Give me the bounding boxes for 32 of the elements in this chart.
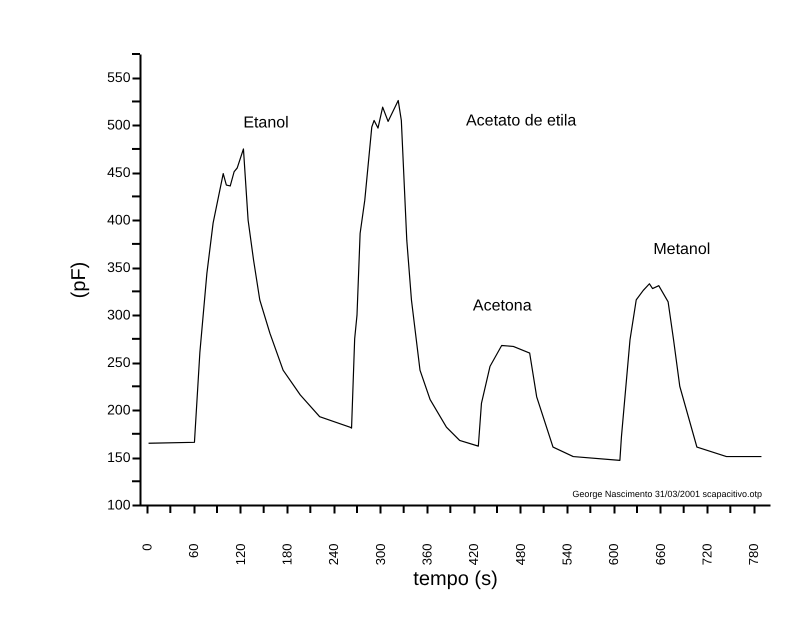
y-tick-label: 100	[107, 496, 131, 512]
x-tick-label: 780	[746, 544, 762, 566]
y-tick-label: 200	[107, 402, 131, 418]
x-tick-label: 120	[232, 544, 248, 566]
y-tick-label: 300	[107, 306, 131, 323]
y-tick-label: 350	[107, 259, 131, 276]
line-series	[148, 100, 762, 461]
x-tick-label: 480	[512, 544, 528, 566]
y-tick-label: 500	[107, 116, 131, 133]
y-tick-label: 250	[107, 354, 131, 370]
annotation: Acetona	[472, 297, 532, 314]
x-tick-label: 600	[606, 544, 622, 566]
x-tick-label: 720	[700, 544, 714, 566]
y-tick-label: 450	[107, 164, 131, 180]
x-tick-label: 180	[280, 544, 294, 566]
y-tick-label: 550	[107, 69, 131, 86]
y-axis-title: (pF)	[68, 262, 90, 298]
x-tick-label: 420	[466, 544, 482, 566]
x-tick-label: 0	[140, 544, 154, 551]
x-tick-label: 240	[326, 544, 342, 566]
x-tick-label: 540	[560, 544, 574, 566]
annotation: Etanol	[243, 114, 289, 132]
annotation: Metanol	[653, 240, 710, 258]
annotation: Acetato de etila	[466, 112, 576, 130]
y-tick-label: 150	[107, 449, 131, 466]
x-tick-label: 300	[372, 544, 388, 566]
x-axis-title: tempo (s)	[413, 568, 498, 590]
annotation: George Nascimento 31/03/2001 scapacitivo.otp	[572, 489, 762, 499]
y-tick-label: 400	[107, 212, 131, 228]
x-tick-label: 60	[186, 544, 202, 558]
x-tick-label: 660	[652, 544, 668, 566]
x-tick-label: 360	[420, 544, 434, 566]
